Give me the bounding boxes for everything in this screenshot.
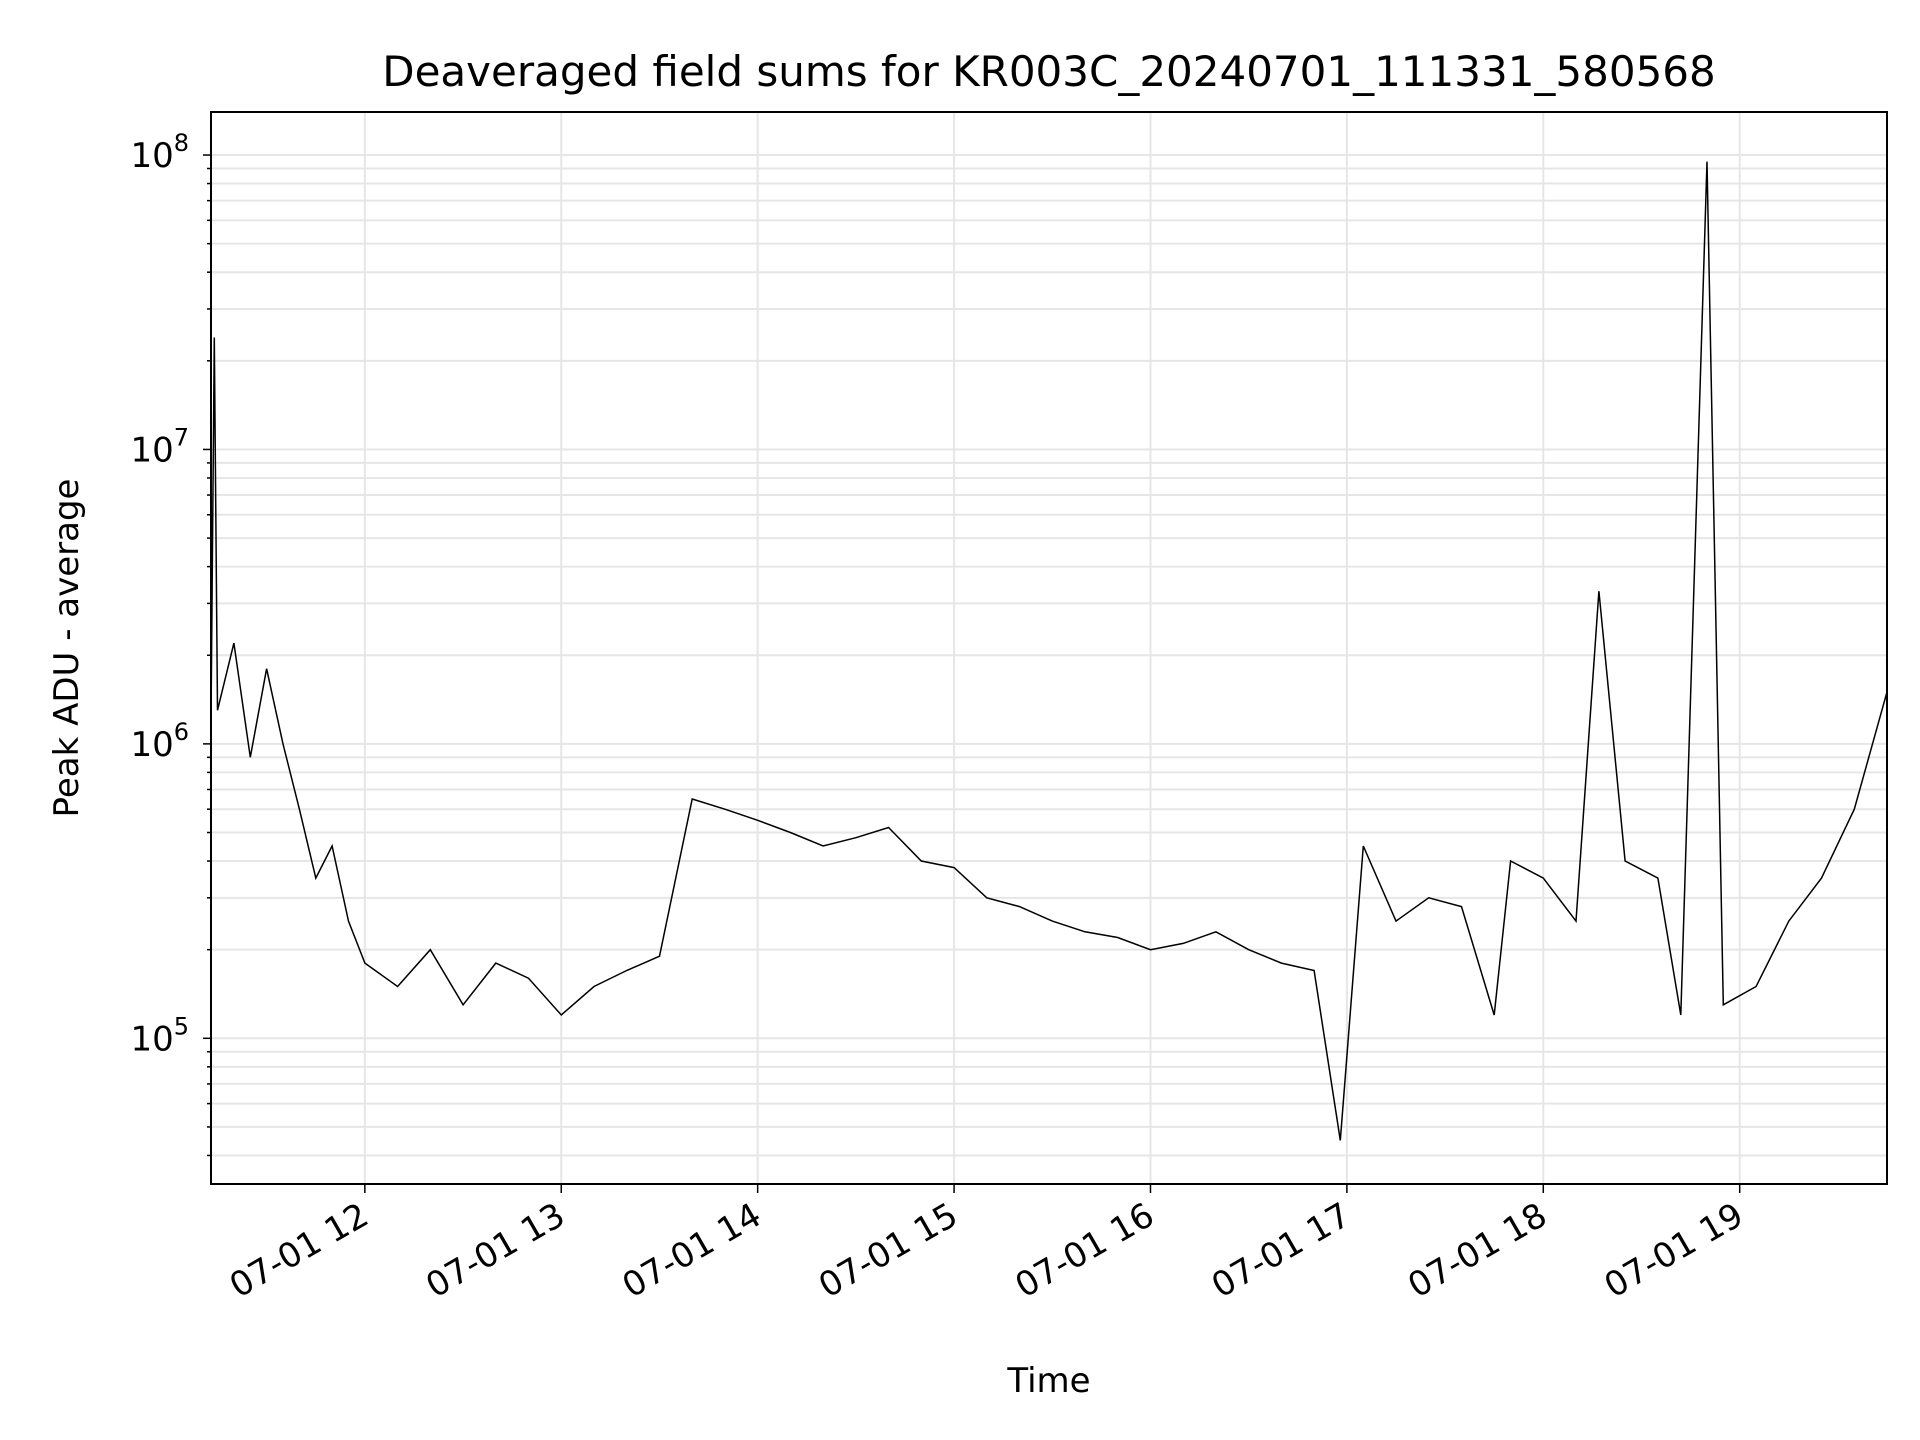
grid bbox=[211, 112, 1887, 1184]
chart-title: Deaveraged field sums for KR003C_2024070… bbox=[382, 47, 1716, 96]
y-tick-label: 105 bbox=[130, 1012, 189, 1059]
y-tick-label: 108 bbox=[130, 129, 189, 176]
y-tick-label: 107 bbox=[130, 423, 189, 470]
series-layer bbox=[211, 161, 1887, 1141]
x-axis-label: Time bbox=[1006, 1361, 1090, 1401]
y-tick-label: 106 bbox=[130, 718, 189, 765]
plot-frame bbox=[210, 111, 1888, 1185]
series-line bbox=[211, 161, 1887, 1141]
y-axis-label: Peak ADU - average bbox=[47, 479, 87, 818]
